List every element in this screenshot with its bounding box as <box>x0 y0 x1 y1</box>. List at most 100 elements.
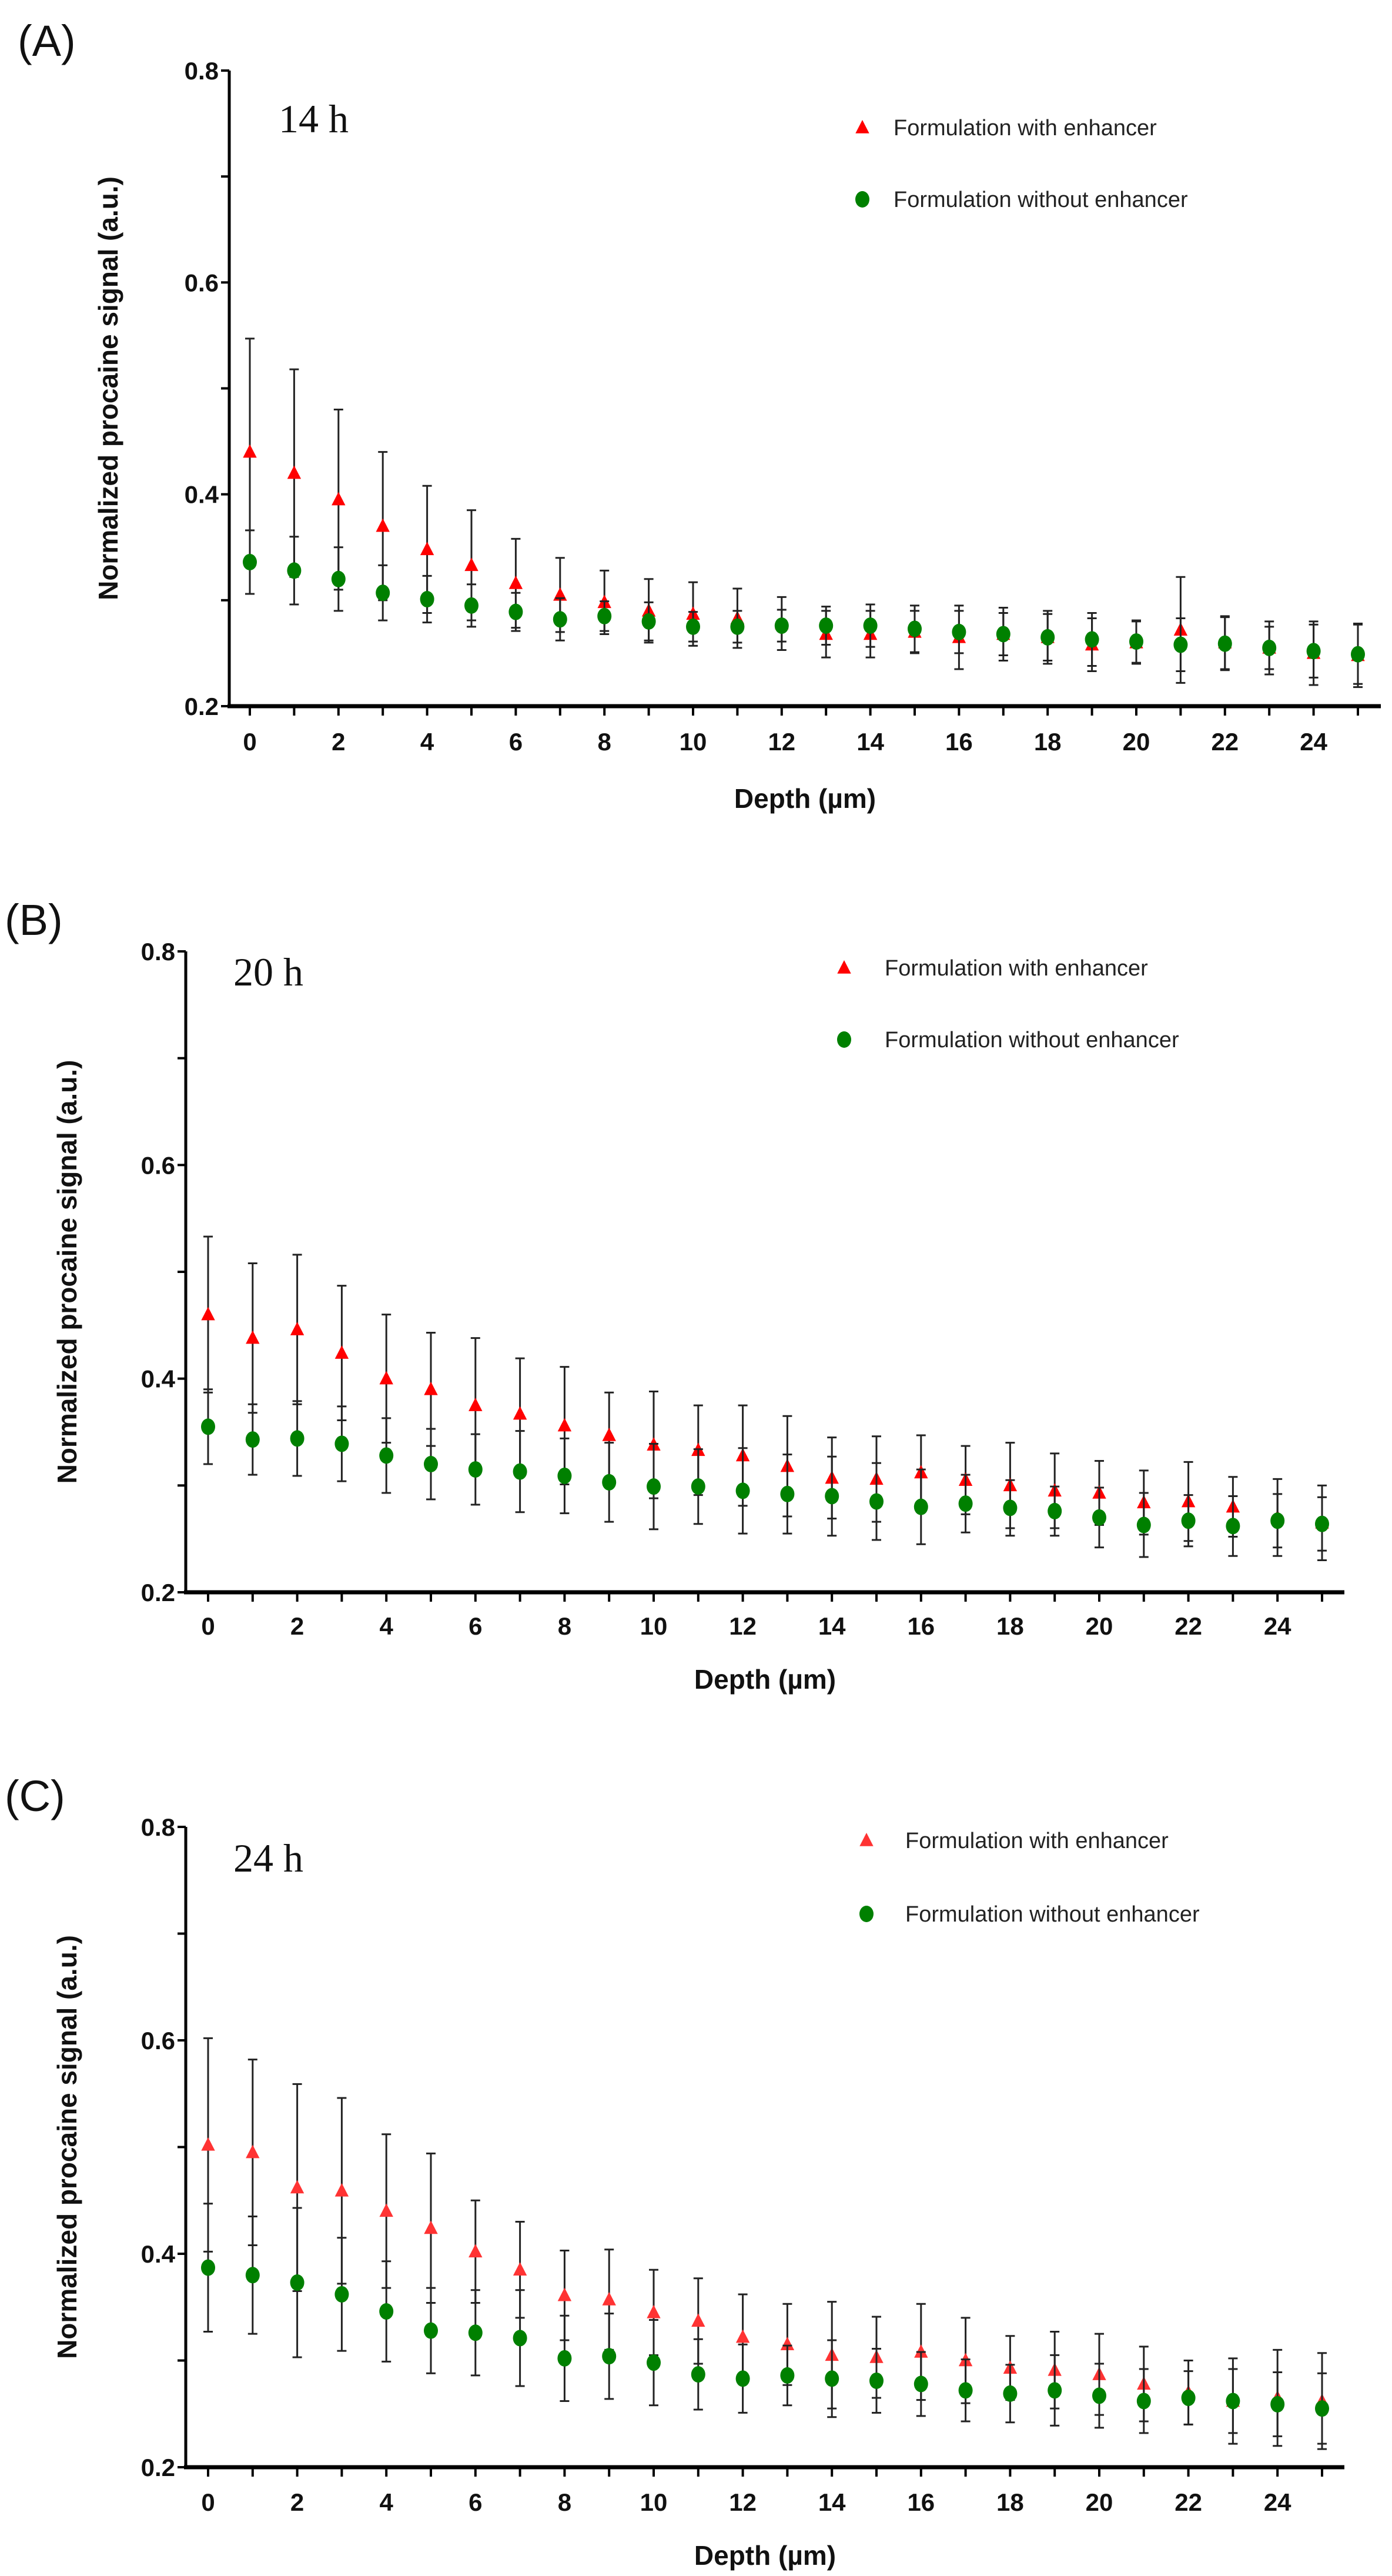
triangle-legend-icon <box>855 120 869 133</box>
chart-panel-a: (A)14 h0.20.40.60.80 2 4 6 8 10 12 14 16 18 20 22 24… <box>18 16 1381 814</box>
data-point <box>1270 1512 1285 1529</box>
data-point <box>513 2330 527 2347</box>
data-point <box>469 1398 483 1411</box>
data-point <box>1217 635 1232 652</box>
data-point <box>424 2322 438 2339</box>
data-point <box>735 2370 750 2387</box>
data-point <box>201 1307 215 1321</box>
x-tick-label: 4 <box>380 1612 394 1640</box>
x-tick-label: 22 <box>1211 728 1239 756</box>
data-point <box>420 591 434 608</box>
y-tick-label: 0.6 <box>141 2027 175 2054</box>
data-point <box>1092 1509 1106 1526</box>
data-point <box>686 618 700 635</box>
data-point <box>379 2303 394 2320</box>
circle-legend-icon <box>837 1031 851 1048</box>
y-tick-label: 0.8 <box>185 57 219 85</box>
x-tick-label: 22 <box>1174 1612 1202 1640</box>
y-tick-label: 0.8 <box>141 1813 175 1841</box>
data-point <box>952 623 966 640</box>
data-point <box>1181 2390 1196 2407</box>
data-point <box>290 2274 304 2291</box>
data-point <box>379 1371 393 1385</box>
data-point <box>424 2220 438 2234</box>
data-point <box>290 1322 304 1335</box>
data-point <box>464 597 478 614</box>
data-point <box>557 2287 572 2301</box>
data-point <box>602 2348 617 2365</box>
x-tick-label: 14 <box>856 728 884 756</box>
data-point <box>691 2366 705 2383</box>
x-tick-label: 10 <box>680 728 707 756</box>
panel-label: (B) <box>5 896 63 944</box>
data-point <box>869 2372 884 2389</box>
data-point <box>334 2183 349 2197</box>
data-point <box>691 2313 705 2327</box>
series-with-enhancer <box>201 1235 1329 1561</box>
x-tick-label: 8 <box>598 728 611 756</box>
data-point <box>602 1474 617 1491</box>
data-point <box>914 2344 928 2358</box>
x-tick-label: 8 <box>558 1612 571 1640</box>
y-tick-label: 0.2 <box>141 2454 175 2481</box>
y-axis-title: Normalized procaine signal (a.u.) <box>93 176 123 600</box>
data-point <box>513 1463 527 1480</box>
x-tick-label: 12 <box>729 2488 757 2516</box>
data-point <box>290 1430 304 1447</box>
data-point <box>730 618 745 635</box>
legend-label: Formulation without enhancer <box>905 1902 1200 1927</box>
data-point <box>557 1467 572 1484</box>
data-point <box>287 465 302 479</box>
data-point <box>1048 1502 1062 1519</box>
legend: Formulation with enhancer Formulation wit… <box>855 116 1188 212</box>
circle-legend-icon <box>859 1906 874 1922</box>
x-tick-label: 16 <box>907 2488 935 2516</box>
data-point <box>869 1493 884 1510</box>
data-point <box>376 584 390 602</box>
chart-panel-c: (C)24 h0.20.40.60.80 2 4 6 8 10 12 14 16 18 20 22 24… <box>5 1772 1344 2571</box>
chart-title: 20 h <box>233 950 303 994</box>
x-tick-label: 12 <box>729 1612 757 1640</box>
data-point <box>819 617 834 634</box>
x-tick-label: 18 <box>996 1612 1024 1640</box>
panel-label: (A) <box>18 16 76 65</box>
data-point <box>602 2292 616 2306</box>
x-tick-label: 2 <box>332 728 345 756</box>
data-point <box>557 2350 572 2367</box>
series-without-enhancer <box>201 1388 1329 1558</box>
x-tick-label: 2 <box>290 2488 304 2516</box>
data-point <box>557 1418 572 1432</box>
data-point <box>1226 2393 1240 2410</box>
data-point <box>331 570 346 587</box>
data-point <box>468 1461 483 1478</box>
chart-title: 14 h <box>279 96 349 141</box>
x-tick-label: 24 <box>1264 2488 1291 2516</box>
y-tick-label: 0.2 <box>185 693 219 720</box>
x-tick-label: 14 <box>818 1612 846 1640</box>
data-point <box>996 626 1010 643</box>
data-point <box>468 2324 483 2341</box>
data-point <box>334 2286 349 2303</box>
data-point <box>424 1381 438 1395</box>
data-point <box>469 2244 483 2258</box>
x-tick-label: 0 <box>201 2488 215 2516</box>
data-point <box>647 2354 661 2371</box>
data-point <box>201 2259 215 2276</box>
y-tick-label: 0.4 <box>141 2240 176 2268</box>
x-axis-title: Depth (µm) <box>734 783 876 814</box>
x-tick-label: 18 <box>1034 728 1062 756</box>
data-point <box>825 1488 839 1505</box>
data-point <box>201 1418 215 1435</box>
data-point <box>914 2375 928 2393</box>
circle-legend-icon <box>855 191 869 208</box>
data-point <box>647 1478 661 1495</box>
legend-label: Formulation with enhancer <box>894 116 1157 141</box>
data-point <box>513 2262 527 2276</box>
data-point <box>379 1447 394 1464</box>
x-tick-label: 14 <box>818 2488 846 2516</box>
data-point <box>508 576 523 589</box>
data-point <box>735 1482 750 1499</box>
data-point <box>201 2137 215 2151</box>
series-without-enhancer <box>201 2203 1329 2445</box>
